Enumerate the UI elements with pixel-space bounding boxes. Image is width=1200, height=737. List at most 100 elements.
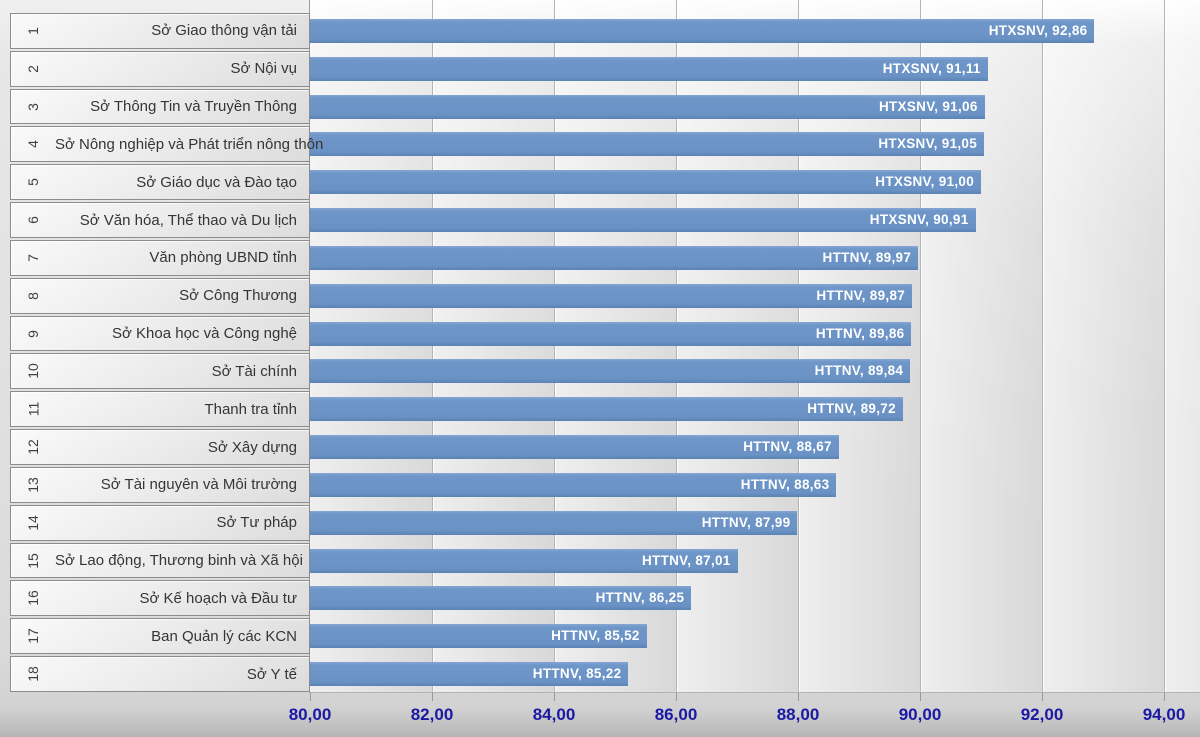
bar: HTTNV, 88,67 bbox=[310, 435, 839, 460]
rank-number-text: 11 bbox=[24, 401, 41, 417]
category-row: 3 Sở Thông Tin và Truyền Thông bbox=[10, 88, 310, 126]
category-label: Sở Văn hóa, Thể thao và Du lịch bbox=[79, 211, 297, 229]
bar: HTXSNV, 91,11 bbox=[310, 56, 988, 81]
category-cell: 2 Sở Nội vụ bbox=[10, 50, 310, 87]
bar-row: HTTNV, 89,72 bbox=[310, 390, 1200, 428]
rank-number-text: 3 bbox=[24, 102, 41, 111]
category-row: 5 Sở Giáo dục và Đào tạo bbox=[10, 163, 310, 201]
x-axis-tick-label: 82,00 bbox=[410, 705, 454, 724]
bar-value-label: HTTNV, 89,84 bbox=[814, 363, 904, 379]
category-label: Sở Y tế bbox=[246, 665, 297, 683]
category-cell: 1 Sở Giao thông vận tải bbox=[10, 13, 310, 49]
bar-row: HTTNV, 89,86 bbox=[310, 315, 1200, 353]
bar-value-label: HTTNV, 87,01 bbox=[641, 552, 731, 568]
rank-number-text: 2 bbox=[24, 64, 41, 73]
rank-number-text: 5 bbox=[24, 178, 41, 187]
category-cell: 6 Sở Văn hóa, Thể thao và Du lịch bbox=[10, 202, 310, 238]
category-row: 9 Sở Khoa học và Công nghệ bbox=[10, 315, 310, 353]
bar-row: HTXSNV, 91,05 bbox=[310, 125, 1200, 163]
bar-value-label: HTTNV, 89,72 bbox=[807, 401, 896, 417]
rank-number: 11 bbox=[11, 401, 55, 417]
category-label: Sở Xây dựng bbox=[207, 438, 297, 456]
rank-number: 2 bbox=[11, 61, 55, 77]
category-row: 1 Sở Giao thông vận tải bbox=[10, 12, 310, 50]
rank-number-text: 12 bbox=[24, 439, 41, 455]
category-label: Sở Nông nghiệp và Phát triển nông thôn bbox=[55, 135, 324, 153]
rank-number: 17 bbox=[11, 628, 55, 644]
category-label: Sở Thông Tin và Truyền Thông bbox=[90, 98, 297, 116]
bar: HTTNV, 89,84 bbox=[310, 359, 911, 384]
x-axis-tick-label: 92,00 bbox=[1020, 705, 1064, 724]
bar: HTTNV, 89,87 bbox=[310, 283, 913, 308]
x-axis-tick-label: 84,00 bbox=[532, 705, 576, 724]
x-axis: 80,00 82,00 84,00 86,00 88,00 90,00 92,00 94,00 bbox=[289, 693, 1200, 737]
bar-row: HTTNV, 86,25 bbox=[310, 579, 1200, 617]
rank-number: 6 bbox=[11, 212, 55, 228]
category-cell: 11 Thanh tra tỉnh bbox=[10, 391, 310, 428]
category-cell: 17 Ban Quản lý các KCN bbox=[10, 618, 310, 655]
rank-number: 5 bbox=[11, 174, 55, 190]
bar: HTXSNV, 91,00 bbox=[310, 170, 981, 195]
x-axis-tick bbox=[554, 693, 555, 701]
category-row: 15 Sở Lao động, Thương binh và Xã hội bbox=[10, 542, 310, 580]
category-cell: 12 Sở Xây dựng bbox=[10, 429, 310, 465]
category-cell: 16 Sở Kế hoạch và Đầu tư bbox=[10, 580, 310, 617]
bar: HTXSNV, 92,86 bbox=[310, 18, 1095, 43]
bar-row: HTXSNV, 91,11 bbox=[310, 50, 1200, 88]
bar-value-label: HTTNV, 88,67 bbox=[743, 439, 832, 455]
bar-row: HTTNV, 88,67 bbox=[310, 428, 1200, 466]
category-row: 8 Sở Công Thương bbox=[10, 277, 310, 315]
bar: HTTNV, 85,22 bbox=[310, 662, 629, 687]
bar-row: HTXSNV, 91,06 bbox=[310, 88, 1200, 126]
category-cell: 13 Sở Tài nguyên và Môi trường bbox=[10, 466, 310, 503]
category-row: 2 Sở Nội vụ bbox=[10, 50, 310, 88]
bar-row: HTTNV, 87,99 bbox=[310, 504, 1200, 542]
category-row: 10 Sở Tài chính bbox=[10, 352, 310, 390]
bar-value-label: HTXSNV, 91,00 bbox=[875, 174, 974, 190]
category-row: 13 Sở Tài nguyên và Môi trường bbox=[10, 466, 310, 504]
bar-row: HTXSNV, 91,00 bbox=[310, 163, 1200, 201]
rank-number: 13 bbox=[11, 477, 55, 493]
bar-value-label: HTXSNV, 90,91 bbox=[869, 212, 969, 228]
rank-number: 4 bbox=[11, 136, 55, 152]
bar: HTTNV, 87,01 bbox=[310, 548, 738, 573]
bar-value-label: HTTNV, 85,52 bbox=[551, 628, 640, 644]
bar: HTTNV, 86,25 bbox=[310, 586, 692, 611]
bar: HTTNV, 88,63 bbox=[310, 472, 837, 497]
bar-row: HTXSNV, 90,91 bbox=[310, 201, 1200, 239]
bar: HTXSNV, 91,05 bbox=[310, 132, 985, 157]
gridline bbox=[1164, 0, 1165, 692]
x-axis-tick-label: 80,00 bbox=[288, 705, 332, 724]
gridline bbox=[798, 0, 799, 692]
bar: HTXSNV, 90,91 bbox=[310, 208, 976, 233]
category-cell: 8 Sở Công Thương bbox=[10, 277, 310, 314]
x-axis-tick bbox=[1042, 693, 1043, 701]
category-label: Sở Lao động, Thương binh và Xã hội bbox=[55, 552, 303, 570]
category-label: Sở Tài nguyên và Môi trường bbox=[100, 476, 297, 494]
category-row: 18 Sở Y tế bbox=[10, 655, 310, 693]
category-label: Sở Kế hoạch và Đầu tư bbox=[139, 589, 297, 607]
bar-value-label: HTTNV, 87,99 bbox=[701, 514, 791, 530]
bar-row: HTTNV, 88,63 bbox=[310, 466, 1200, 504]
bar-row: HTTNV, 85,52 bbox=[310, 617, 1200, 655]
rank-number-text: 17 bbox=[24, 628, 41, 645]
category-label: Thanh tra tỉnh bbox=[204, 400, 297, 418]
rank-number: 8 bbox=[11, 288, 55, 304]
category-label: Văn phòng UBND tỉnh bbox=[149, 249, 297, 267]
x-axis-tick-label: 86,00 bbox=[654, 705, 698, 724]
category-row: 16 Sở Kế hoạch và Đầu tư bbox=[10, 579, 310, 617]
category-cell: 3 Sở Thông Tin và Truyền Thông bbox=[10, 88, 310, 125]
bar-row: HTTNV, 87,01 bbox=[310, 542, 1200, 580]
category-row: 14 Sở Tư pháp bbox=[10, 504, 310, 542]
category-cell: 4 Sở Nông nghiệp và Phát triển nông thôn bbox=[10, 126, 323, 163]
rank-number: 15 bbox=[11, 553, 55, 569]
bar: HTTNV, 85,52 bbox=[310, 624, 647, 649]
rank-number-text: 14 bbox=[24, 514, 41, 531]
bar-value-label: HTXSNV, 91,11 bbox=[882, 60, 981, 76]
rank-number-text: 16 bbox=[24, 590, 41, 607]
x-axis-tick bbox=[1164, 693, 1165, 701]
category-row: 11 Thanh tra tỉnh bbox=[10, 390, 310, 428]
category-row: 6 Sở Văn hóa, Thể thao và Du lịch bbox=[10, 201, 310, 239]
category-label: Sở Khoa học và Công nghệ bbox=[112, 325, 297, 343]
bar: HTTNV, 89,97 bbox=[310, 245, 919, 270]
